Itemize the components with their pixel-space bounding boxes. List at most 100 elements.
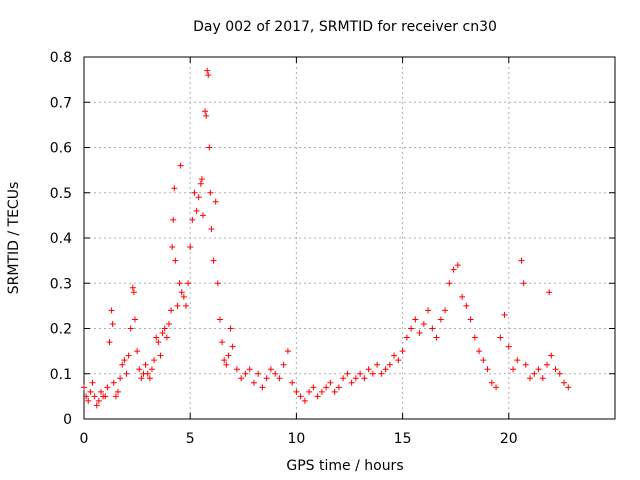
data-point: [171, 185, 178, 192]
data-point: [514, 357, 521, 364]
data-point: [203, 112, 210, 119]
data-point: [153, 334, 160, 341]
data-point: [89, 379, 96, 386]
data-point: [219, 339, 226, 346]
data-point: [403, 334, 410, 341]
data-point: [129, 284, 136, 291]
data-point: [450, 266, 457, 273]
data-point: [180, 293, 187, 300]
data-point: [172, 257, 179, 264]
data-point: [207, 189, 214, 196]
data-point: [280, 361, 287, 368]
y-tick-label: 0.7: [50, 95, 72, 111]
y-tick-label: 0.1: [50, 367, 72, 383]
data-point: [199, 212, 206, 219]
data-point: [85, 397, 92, 404]
data-point: [335, 384, 342, 391]
data-point: [250, 379, 257, 386]
data-point: [467, 316, 474, 323]
data-point: [493, 384, 500, 391]
data-point: [552, 366, 559, 373]
data-point: [93, 402, 100, 409]
data-point: [399, 348, 406, 355]
tick-labels: 0 0.1 0.2 0.3 0.4 0.5 0.6 0.7 0.8 0 5 10 15 20: [50, 50, 518, 447]
data-point: [476, 348, 483, 355]
data-point: [206, 144, 213, 151]
data-point: [161, 325, 168, 332]
data-point: [233, 366, 240, 373]
data-point: [425, 307, 432, 314]
data-point: [531, 370, 538, 377]
data-point: [151, 357, 158, 364]
data-point: [142, 361, 149, 368]
data-point: [323, 384, 330, 391]
data-points: [81, 67, 572, 409]
data-point: [168, 307, 175, 314]
y-tick-label: 0.6: [50, 141, 72, 157]
data-point: [276, 375, 283, 382]
data-point: [548, 352, 555, 359]
y-tick-label: 0.2: [50, 322, 72, 338]
data-point: [259, 384, 266, 391]
data-point: [187, 244, 194, 251]
data-point: [420, 320, 427, 327]
data-point: [112, 393, 119, 400]
data-point: [148, 366, 155, 373]
y-tick-label: 0: [63, 412, 72, 428]
y-tick-label: 0.3: [50, 276, 72, 292]
data-point: [382, 366, 389, 373]
data-point: [193, 207, 200, 214]
data-point: [182, 302, 189, 309]
data-point: [176, 280, 183, 287]
data-point: [357, 370, 364, 377]
data-point: [83, 393, 90, 400]
data-point: [110, 379, 117, 386]
data-point: [178, 289, 185, 296]
data-point: [198, 176, 205, 183]
data-point: [289, 379, 296, 386]
data-point: [146, 375, 153, 382]
data-point: [119, 361, 126, 368]
x-axis-label: GPS time / hours: [286, 458, 403, 474]
data-point: [134, 348, 141, 355]
x-tick-label: 20: [500, 431, 518, 447]
axis-ticks: [83, 56, 615, 420]
data-point: [463, 302, 470, 309]
data-point: [189, 216, 196, 223]
data-point: [314, 393, 321, 400]
data-point: [185, 280, 192, 287]
data-point: [306, 388, 313, 395]
data-point: [374, 361, 381, 368]
x-tick-label: 15: [394, 431, 412, 447]
data-point: [391, 352, 398, 359]
data-point: [163, 334, 170, 341]
data-point: [497, 334, 504, 341]
data-point: [378, 370, 385, 377]
data-point: [544, 361, 551, 368]
data-point: [191, 189, 198, 196]
data-point: [102, 393, 109, 400]
data-point: [297, 393, 304, 400]
data-point: [227, 325, 234, 332]
data-point: [518, 257, 525, 264]
data-point: [104, 384, 111, 391]
data-point: [202, 108, 209, 115]
data-point: [527, 375, 534, 382]
data-point: [177, 162, 184, 169]
data-point: [165, 320, 172, 327]
data-point: [170, 216, 177, 223]
data-point: [136, 366, 143, 373]
data-point: [127, 325, 134, 332]
data-point: [272, 370, 279, 377]
data-point: [87, 388, 94, 395]
data-point: [408, 325, 415, 332]
y-axis-label: SRMTID / TECUs: [6, 182, 22, 295]
data-point: [471, 334, 478, 341]
data-point: [484, 366, 491, 373]
data-point: [95, 397, 102, 404]
data-point: [412, 316, 419, 323]
data-point: [195, 194, 202, 201]
data-point: [155, 339, 162, 346]
